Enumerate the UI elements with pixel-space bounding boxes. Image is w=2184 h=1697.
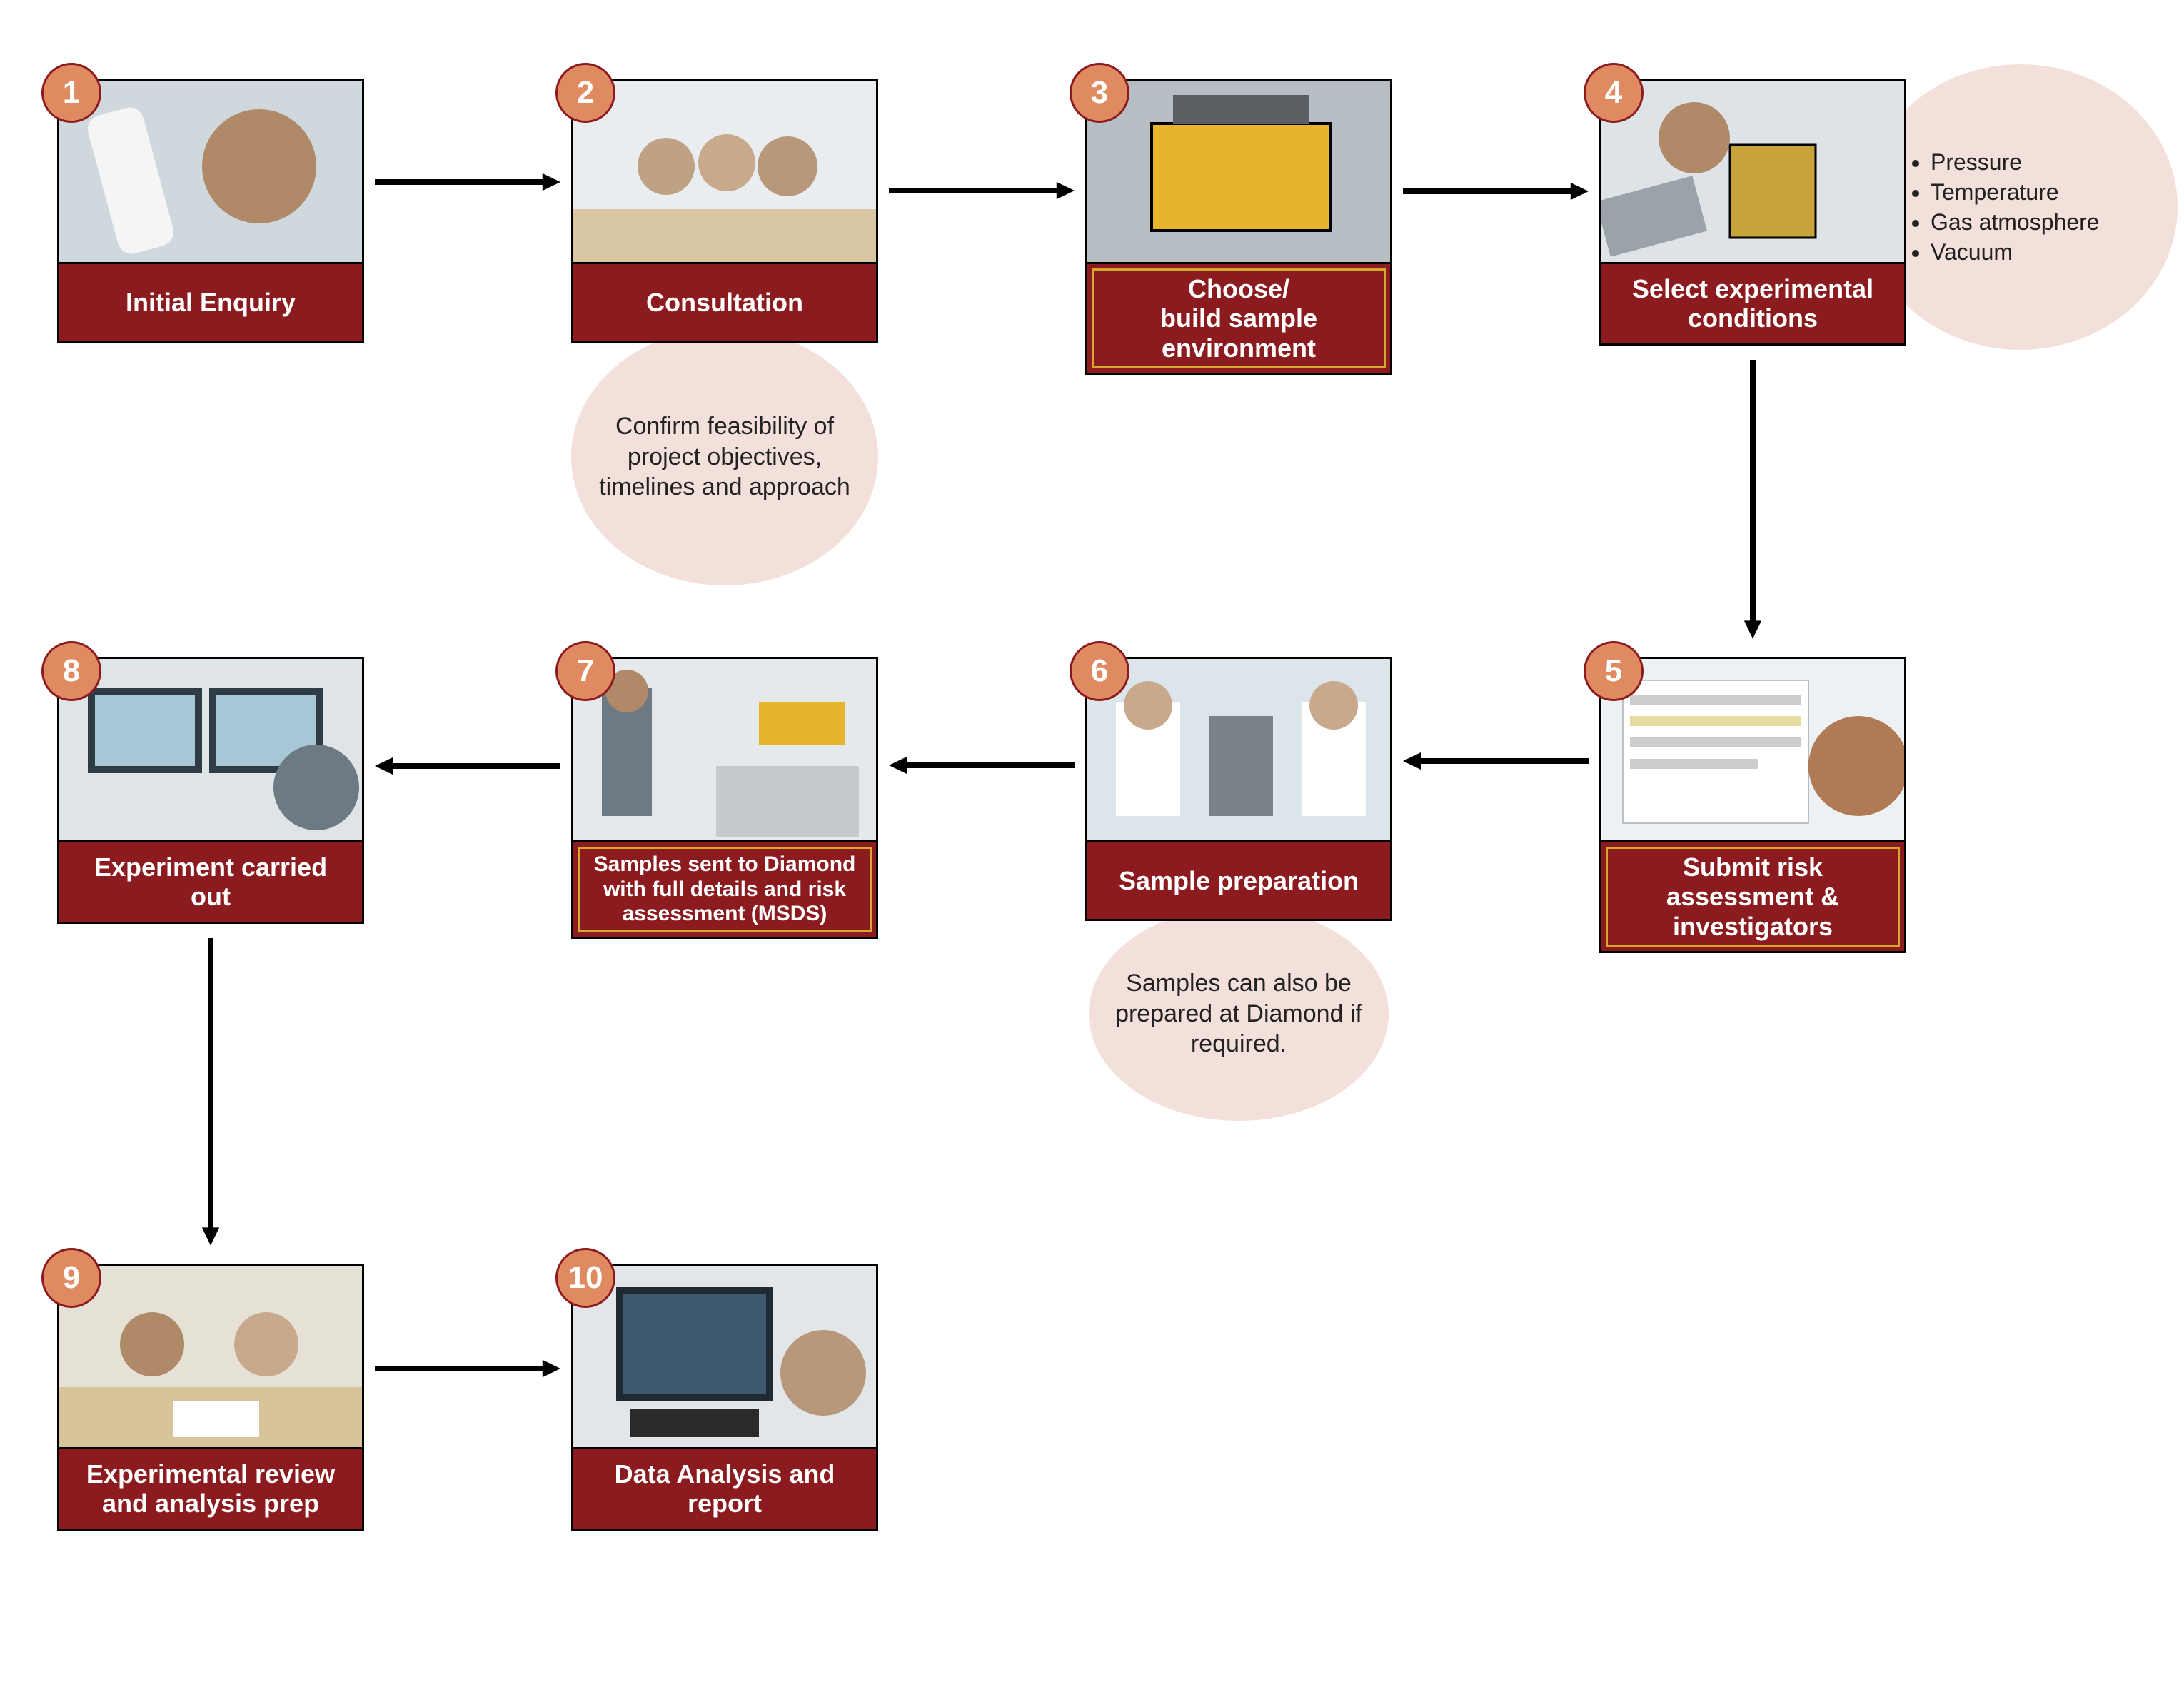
step-image-6 (1085, 657, 1392, 842)
step-8: 8 Experiment carried out (57, 657, 364, 924)
step-9: 9 Experimental review and analysis prep (57, 1264, 364, 1531)
step-5: 5 Submit risk assessment & investigators (1599, 657, 1906, 953)
step-badge-6: 6 (1070, 641, 1129, 701)
bubble-step-2: Confirm feasibility of project objective… (571, 328, 878, 585)
step-badge-2: 2 (555, 63, 615, 123)
step-label-5: Submit risk assessment & investigators (1599, 842, 1906, 953)
step-image-5 (1599, 657, 1906, 842)
arrow (355, 746, 580, 786)
step-badge-5: 5 (1584, 641, 1644, 701)
step-image-4 (1599, 79, 1906, 264)
step-badge-1: 1 (41, 63, 101, 123)
arrow (1383, 171, 1609, 211)
step-image-8 (57, 657, 364, 842)
step-label-3: Choose/build sample environment (1085, 264, 1392, 375)
step-4: 4 Select experimental conditions (1599, 79, 1906, 346)
step-label-9: Experimental review and analysis prep (57, 1449, 364, 1531)
step-7: 7 Samples sent to Diamond with full deta… (571, 657, 878, 939)
bubble-step-6: Samples can also be prepared at Diamond … (1089, 907, 1389, 1121)
step-label-4: Select experimental conditions (1599, 264, 1906, 346)
arrow (191, 918, 231, 1266)
bubble-item: Pressure (1931, 148, 2100, 176)
step-6: 6 Sample preparation (1085, 657, 1392, 921)
arrow (355, 1349, 580, 1389)
step-image-7 (571, 657, 878, 842)
step-1: 1 Initial Enquiry (57, 79, 364, 343)
step-image-1 (57, 79, 364, 264)
bubble-item: Temperature (1931, 178, 2100, 206)
step-label-2: Consultation (571, 264, 878, 343)
step-image-10 (571, 1264, 878, 1449)
step-image-3 (1085, 79, 1392, 264)
process-flowchart: 1 Initial Enquiry 2 ConsultationConfirm f… (29, 29, 2155, 1668)
bubble-item: Vacuum (1931, 238, 2100, 266)
arrow (1733, 340, 1773, 659)
step-badge-8: 8 (41, 641, 101, 701)
step-label-6: Sample preparation (1085, 842, 1392, 921)
arrow (869, 745, 1094, 785)
bubble-step-4: PressureTemperatureGas atmosphereVacuum (1863, 64, 2178, 350)
step-badge-3: 3 (1070, 63, 1129, 123)
step-image-2 (571, 79, 878, 264)
bubble-item: Gas atmosphere (1931, 208, 2100, 236)
step-badge-4: 4 (1584, 63, 1644, 123)
step-label-8: Experiment carried out (57, 842, 364, 924)
step-image-9 (57, 1264, 364, 1449)
arrow (355, 162, 580, 202)
step-3: 3 Choose/build sample environment (1085, 79, 1392, 375)
step-label-10: Data Analysis and report (571, 1449, 878, 1531)
arrow (869, 171, 1094, 211)
step-badge-9: 9 (41, 1248, 101, 1308)
step-badge-7: 7 (555, 641, 615, 701)
step-2: 2 Consultation (571, 79, 878, 343)
arrow (1383, 741, 1609, 781)
step-10: 10 Data Analysis and report (571, 1264, 878, 1531)
step-badge-10: 10 (555, 1248, 615, 1308)
step-label-1: Initial Enquiry (57, 264, 364, 343)
step-label-7: Samples sent to Diamond with full detail… (571, 842, 878, 939)
